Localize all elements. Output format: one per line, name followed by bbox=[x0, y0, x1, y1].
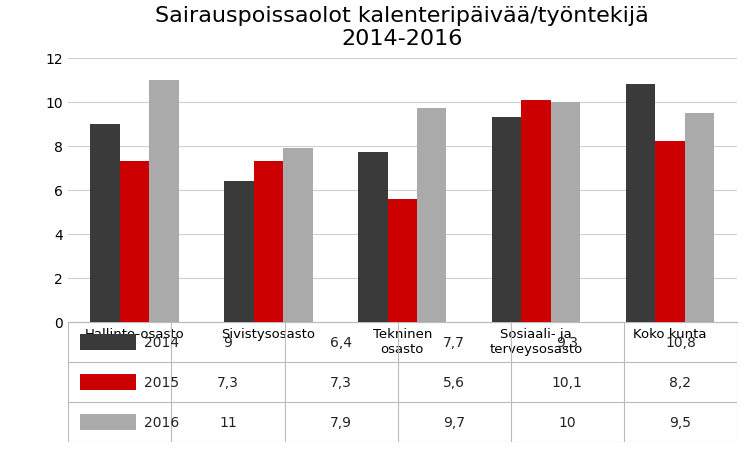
Text: 9: 9 bbox=[223, 335, 232, 349]
Bar bbox=[284, 149, 313, 322]
Bar bbox=[655, 142, 685, 322]
Bar bbox=[387, 199, 417, 322]
Text: 7,3: 7,3 bbox=[330, 375, 352, 389]
Bar bbox=[358, 153, 387, 322]
Bar bbox=[150, 81, 179, 322]
FancyBboxPatch shape bbox=[80, 414, 136, 430]
Text: 11: 11 bbox=[219, 415, 237, 429]
Bar bbox=[120, 162, 150, 322]
Text: 9,5: 9,5 bbox=[669, 415, 691, 429]
Bar bbox=[626, 85, 655, 322]
Text: 10,8: 10,8 bbox=[665, 335, 696, 349]
Text: 5,6: 5,6 bbox=[443, 375, 465, 389]
Text: 2016: 2016 bbox=[144, 415, 179, 429]
Text: 8,2: 8,2 bbox=[669, 375, 691, 389]
Text: 6,4: 6,4 bbox=[330, 335, 352, 349]
Title: Sairauspoissaolot kalenteripäivää/työntekijä
2014-2016: Sairauspoissaolot kalenteripäivää/työnte… bbox=[156, 6, 649, 49]
Bar bbox=[417, 109, 447, 322]
Bar bbox=[90, 124, 120, 322]
Bar bbox=[492, 118, 521, 322]
Bar bbox=[685, 114, 714, 322]
Bar bbox=[224, 182, 253, 322]
Text: 9,7: 9,7 bbox=[443, 415, 465, 429]
Text: 9,3: 9,3 bbox=[556, 335, 578, 349]
FancyBboxPatch shape bbox=[80, 334, 136, 350]
Text: 10: 10 bbox=[559, 415, 576, 429]
Bar bbox=[551, 102, 581, 322]
Text: 2014: 2014 bbox=[144, 335, 179, 349]
Bar bbox=[521, 101, 551, 322]
FancyBboxPatch shape bbox=[80, 374, 136, 391]
Text: 10,1: 10,1 bbox=[552, 375, 583, 389]
Text: 7,3: 7,3 bbox=[217, 375, 239, 389]
Bar bbox=[253, 162, 284, 322]
Text: 7,7: 7,7 bbox=[443, 335, 465, 349]
Text: 2015: 2015 bbox=[144, 375, 179, 389]
Text: 7,9: 7,9 bbox=[330, 415, 352, 429]
